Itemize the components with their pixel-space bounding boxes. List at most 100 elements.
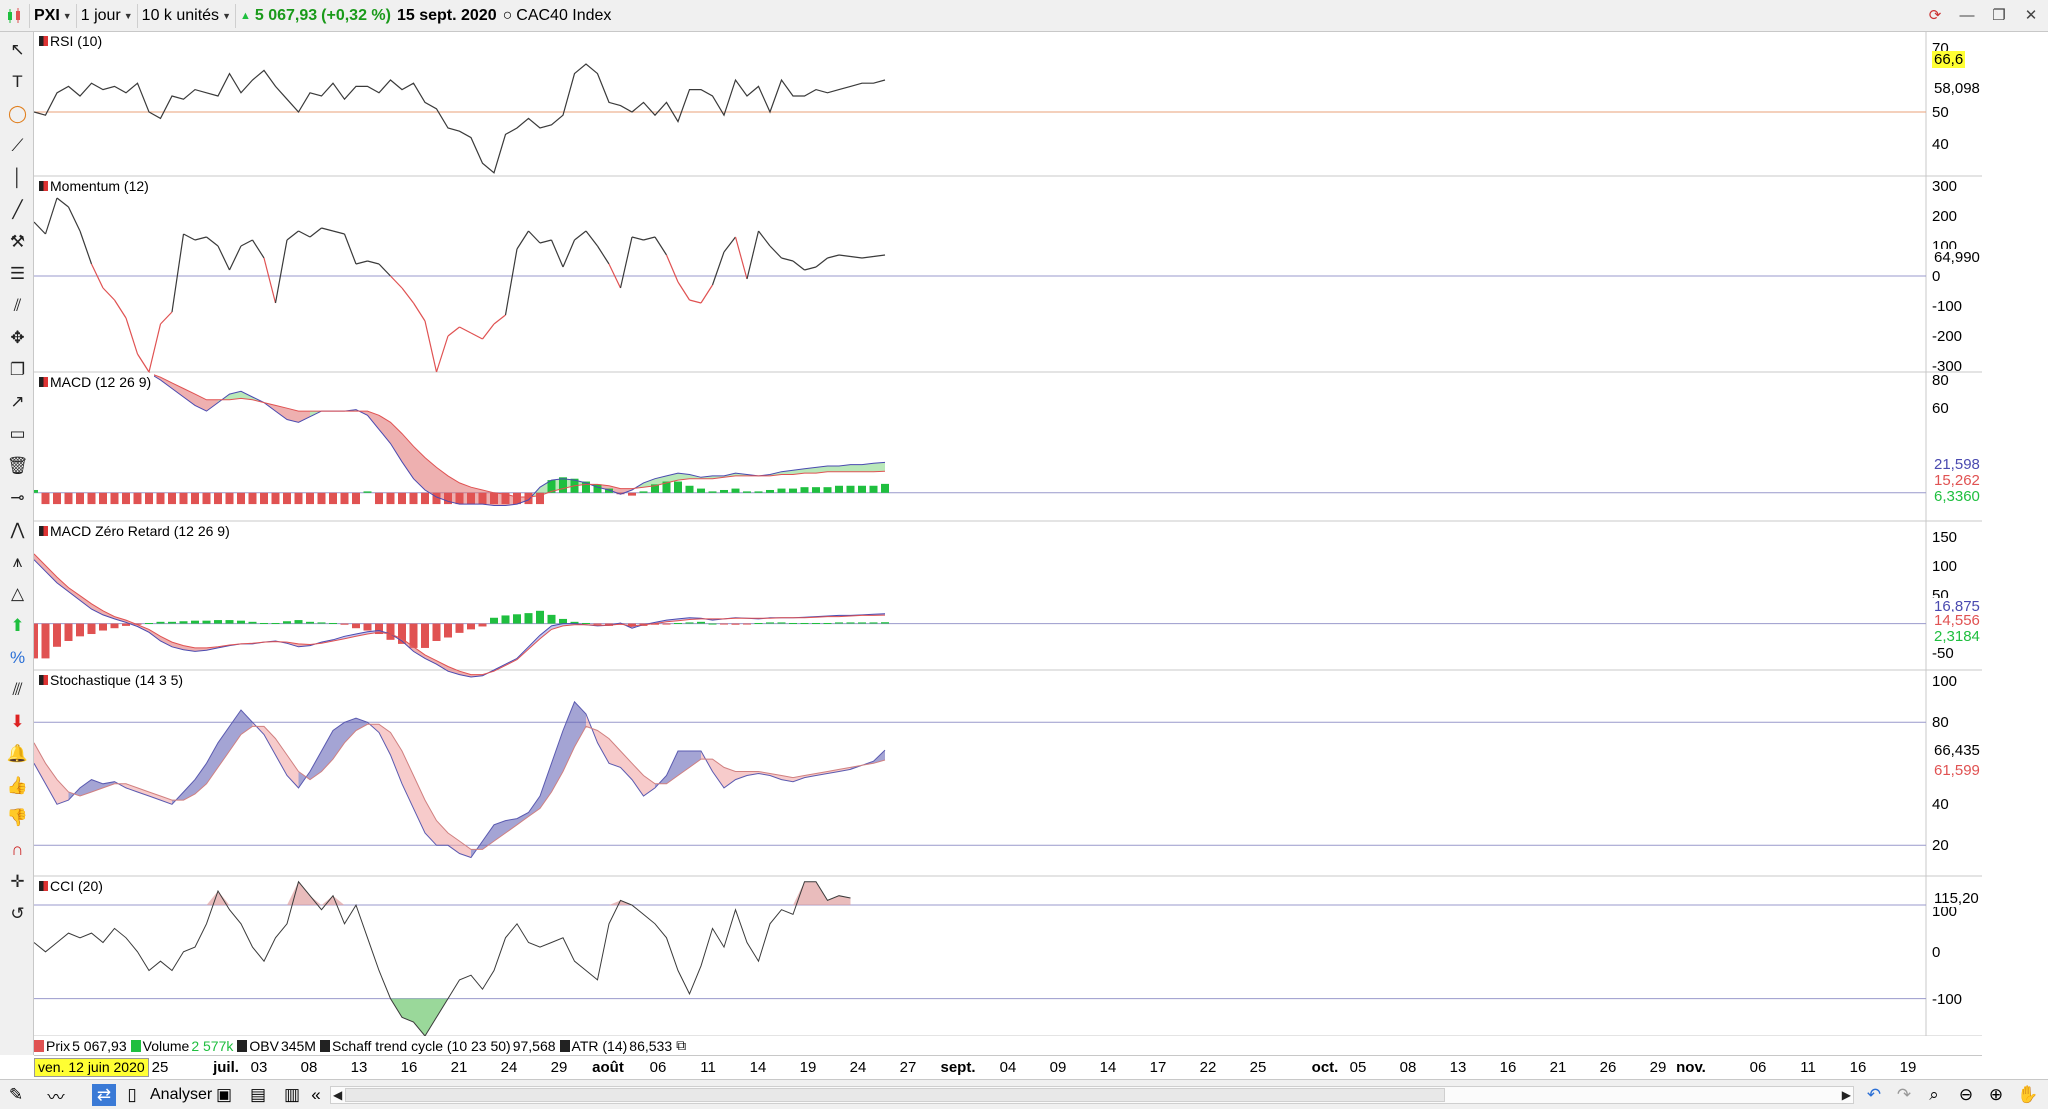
refresh-icon[interactable]: ⟳ [1928, 7, 1942, 24]
close-button[interactable]: ✕ [2024, 7, 2038, 24]
rectangle-icon[interactable]: ▭ [9, 423, 26, 443]
fibonacci-icon[interactable]: ⚒ [9, 231, 26, 251]
legend-item[interactable]: Prix 5 067,93 [34, 1038, 127, 1054]
momentum-line [367, 260, 380, 265]
horizontal-line-icon[interactable]: ☰ [9, 263, 26, 283]
macdzl-histogram-bar [409, 623, 418, 648]
stoch-panel-title[interactable]: Stochastique (14 3 5) [36, 671, 187, 689]
vertical-line-icon[interactable]: │ [12, 167, 23, 187]
macdzl-histogram-bar [421, 623, 429, 648]
level-icon[interactable]: ⊸ [10, 487, 25, 507]
arrow-icon[interactable]: ↗ [10, 391, 25, 411]
chart-type-button[interactable] [0, 3, 30, 28]
macd-panel-title[interactable]: MACD (12 26 9) [36, 373, 155, 391]
zoom-in-icon[interactable]: ⊕ [1988, 1085, 2004, 1104]
macd-histogram-bar [731, 488, 740, 493]
restore-button[interactable]: ❐ [1992, 7, 2006, 24]
bell-icon[interactable]: 🔔 [6, 743, 29, 763]
percent-icon[interactable]: % [9, 647, 26, 667]
regression-icon[interactable]: ⫻ [12, 679, 23, 699]
macd-histogram-bar [191, 492, 199, 505]
momentum-line [183, 233, 196, 241]
macd-histogram-bar [777, 488, 786, 493]
macdzl-histogram-bar [628, 623, 636, 628]
trendline-icon[interactable]: ╱ [12, 199, 23, 219]
triangle-icon[interactable]: △ [10, 583, 25, 603]
period-selector[interactable]: 1 jour ▼ [77, 3, 138, 28]
macd-histogram-bar [858, 485, 866, 493]
scroll-right-icon[interactable]: ▶ [1841, 1088, 1851, 1102]
macdzl-fill [436, 660, 448, 672]
briefcase-icon[interactable]: ▣ [215, 1085, 233, 1104]
copy-legend-icon[interactable]: ⧉ [676, 1037, 687, 1053]
macd-histogram-bar [524, 492, 533, 505]
copy-icon[interactable]: ❐ [9, 359, 26, 379]
macd-histogram-bar [202, 492, 211, 505]
macdzl-tick-label: 100 [1932, 557, 1958, 575]
macd-fill [206, 399, 218, 412]
macd-fill [609, 485, 621, 495]
zoom-fit-icon[interactable]: ⌕ [1929, 1085, 1939, 1104]
macdzl-histogram-bar [179, 621, 188, 624]
indicator-icon[interactable]: 〰 [47, 1087, 65, 1107]
crosshair-icon[interactable]: ✛ [10, 871, 25, 891]
thumbs-down-icon[interactable]: 👎 [6, 807, 29, 827]
redo-icon[interactable]: ↷ [1896, 1085, 1912, 1104]
rsi-panel-title[interactable]: RSI (10) [36, 32, 106, 50]
thumbs-up-icon[interactable]: 👍 [6, 775, 29, 795]
cci-tick-label: 0 [1932, 943, 1941, 961]
panel-icon[interactable]: ▯ [127, 1085, 137, 1104]
macdzl-fill [91, 603, 103, 615]
momentum-line [815, 257, 828, 268]
fan-icon[interactable]: ⩚ [12, 551, 23, 571]
channel-icon[interactable]: ⫽ [13, 295, 22, 315]
portfolio-icon[interactable]: ▤ [249, 1085, 267, 1104]
legend-item[interactable]: OBV 345M [237, 1038, 316, 1054]
date-tick-label: 19 [1899, 1059, 1917, 1076]
date-axis[interactable]: 25 juil. 03 08 13 16 21 24 29 août 06 11 14 19 24 27 sep… [34, 1055, 1982, 1079]
macd-histogram-bar [639, 491, 648, 493]
macd-histogram-bar [53, 492, 61, 505]
undo-icon[interactable]: ↶ [1866, 1085, 1882, 1104]
momentum-panel-title[interactable]: Momentum (12) [36, 177, 152, 195]
macd-histogram-bar [835, 485, 843, 493]
hand-icon[interactable]: ✋ [2017, 1085, 2039, 1104]
line-tool-icon[interactable]: ⟋ [11, 135, 24, 155]
scroll-thumb[interactable] [345, 1088, 1445, 1102]
symbol-selector[interactable]: PXI ▼ [30, 3, 77, 28]
zoom-out-icon[interactable]: ⊖ [1958, 1085, 1974, 1104]
pattern-icon[interactable]: ⋀ [10, 519, 25, 539]
collapse-left-icon[interactable]: « [311, 1085, 321, 1104]
scroll-left-icon[interactable]: ◀ [333, 1088, 343, 1102]
date-tick-label: 24 [849, 1059, 867, 1076]
text-tool-icon[interactable]: T [12, 71, 23, 91]
chevron-down-icon: ▼ [222, 10, 231, 21]
stoch-fill [402, 751, 414, 809]
cci-panel-title[interactable]: CCI (20) [36, 877, 106, 895]
macd-histogram-bar [87, 492, 96, 505]
legend-item[interactable]: Volume 2 577k [130, 1038, 233, 1054]
down-arrow-icon[interactable]: ⬇ [10, 711, 25, 731]
units-selector[interactable]: 10 k unités ▼ [138, 3, 236, 28]
cursor-icon[interactable]: ↖ [10, 39, 25, 59]
macdzl-histogram-bar [559, 618, 567, 624]
arrow-up-icon[interactable]: ⬆ [10, 615, 25, 635]
pencil-icon[interactable]: ✎ [8, 1085, 24, 1104]
cci-overbought-fill [218, 891, 230, 906]
move-icon[interactable]: ✥ [10, 327, 25, 347]
magnet-icon[interactable]: ∩ [11, 839, 24, 859]
macd-histogram-bar [536, 492, 544, 505]
report-icon[interactable]: ▥ [283, 1085, 301, 1104]
minimize-button[interactable]: — [1959, 6, 1975, 24]
ellipse-tool-icon[interactable]: ◯ [7, 103, 28, 123]
macdzl-panel-title[interactable]: MACD Zéro Retard (12 26 9) [36, 522, 233, 540]
horizontal-scrollbar[interactable]: ◀ ▶ [330, 1086, 1854, 1104]
macdzl-histogram-bar [363, 623, 372, 631]
reset-icon[interactable]: ↺ [10, 903, 25, 923]
analyser-button[interactable]: Analyser [150, 1086, 213, 1103]
trash-icon[interactable]: 🗑 [6, 455, 29, 475]
share-icon[interactable]: ⇄ [92, 1084, 116, 1106]
legend-item[interactable]: Schaff trend cycle (10 23 50) 97,568 [319, 1038, 556, 1054]
legend-item[interactable]: ATR (14) 86,533 [559, 1038, 672, 1054]
macd-histogram-bar [168, 492, 176, 505]
